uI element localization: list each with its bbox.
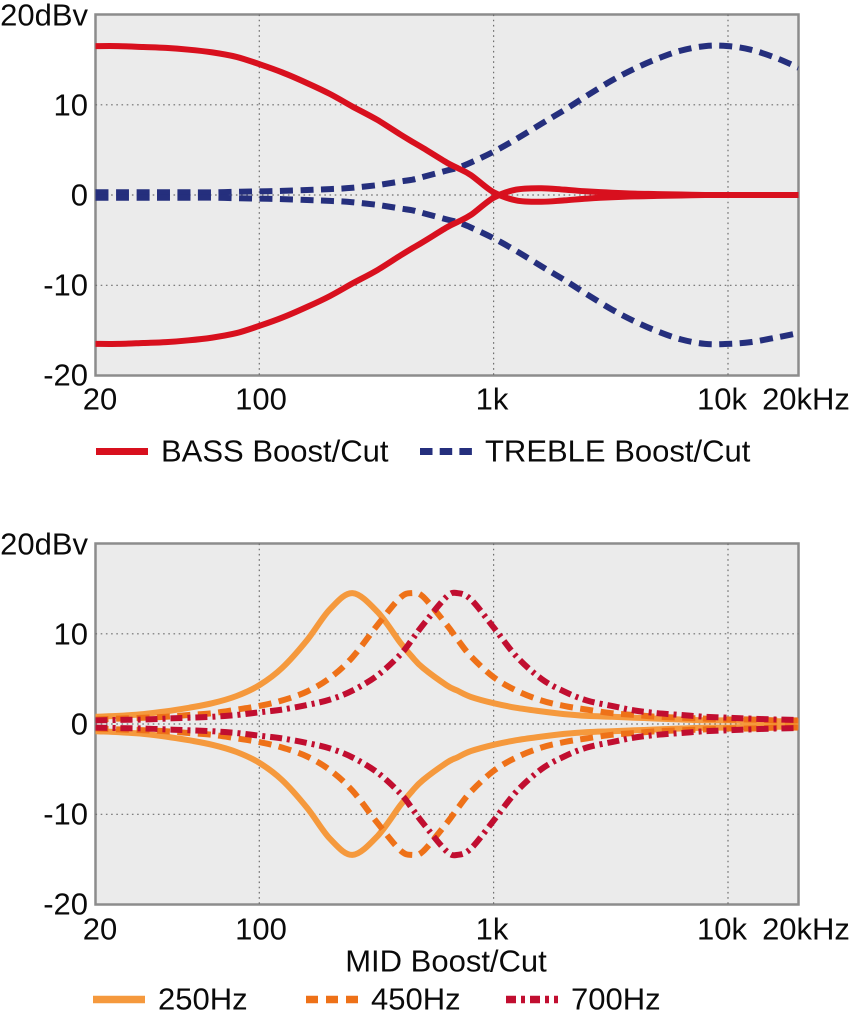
legend-item-treble: TREBLE Boost/Cut: [419, 436, 750, 467]
legend-item-bass: BASS Boost/Cut: [95, 436, 388, 467]
legend-label-bass: BASS Boost/Cut: [161, 433, 389, 469]
bass-boost-cut-cut-curve: [95, 185, 799, 347]
x-tick-20khz: 20kHz: [762, 911, 850, 947]
x-tick-1k: 1k: [475, 911, 509, 947]
legend-label-250hz: 250Hz: [158, 981, 248, 1017]
treble-boost-cut-cut-curve: [95, 194, 799, 348]
legend-label-treble: TREBLE Boost/Cut: [485, 433, 751, 469]
x-tick-100: 100: [235, 381, 287, 417]
freq-700hz-legend-swatch: [506, 995, 558, 1003]
legend-label-450hz: 450Hz: [371, 981, 461, 1017]
legend-item-250hz: 250Hz: [92, 984, 248, 1015]
mid-chart-plot: [94, 542, 800, 906]
y-tick-neg20: -20: [43, 886, 88, 922]
x-tick-10k: 10k: [697, 381, 747, 417]
700hz-boost-curve: [95, 589, 799, 724]
freq-450hz-legend-swatch: [306, 995, 358, 1003]
tone-chart-plot: [94, 13, 800, 377]
y-tick-neg10: -10: [43, 796, 88, 832]
y-tick-10: 10: [53, 616, 88, 652]
freq-250hz-legend-swatch: [93, 995, 145, 1003]
treble-legend-swatch: [420, 447, 472, 455]
plot-frame: [94, 542, 800, 906]
curves: [95, 42, 799, 348]
y-tick-20dbv: 20dBv: [0, 0, 88, 33]
y-tick-10: 10: [53, 87, 88, 123]
y-tick-20dbv: 20dBv: [0, 526, 88, 562]
y-tick-0: 0: [70, 706, 88, 742]
x-tick-20: 20: [82, 911, 118, 947]
x-tick-10k: 10k: [697, 911, 747, 947]
x-tick-20khz: 20kHz: [762, 381, 850, 417]
legend-label-700hz: 700Hz: [571, 981, 661, 1017]
x-tick-100: 100: [235, 911, 287, 947]
curves: [95, 589, 799, 859]
mid-chart-x-axis-title: MID Boost/Cut: [345, 943, 547, 979]
treble-boost-cut-boost-curve: [95, 42, 799, 196]
legend-item-700hz: 700Hz: [505, 984, 661, 1015]
y-tick-neg20: -20: [43, 357, 88, 393]
700hz-cut-curve: [95, 724, 799, 859]
legend-item-450hz: 450Hz: [305, 984, 461, 1015]
y-tick-neg10: -10: [43, 267, 88, 303]
x-tick-1k: 1k: [475, 381, 509, 417]
x-tick-20: 20: [82, 381, 118, 417]
bass-legend-swatch: [96, 447, 148, 455]
y-tick-0: 0: [70, 177, 88, 213]
